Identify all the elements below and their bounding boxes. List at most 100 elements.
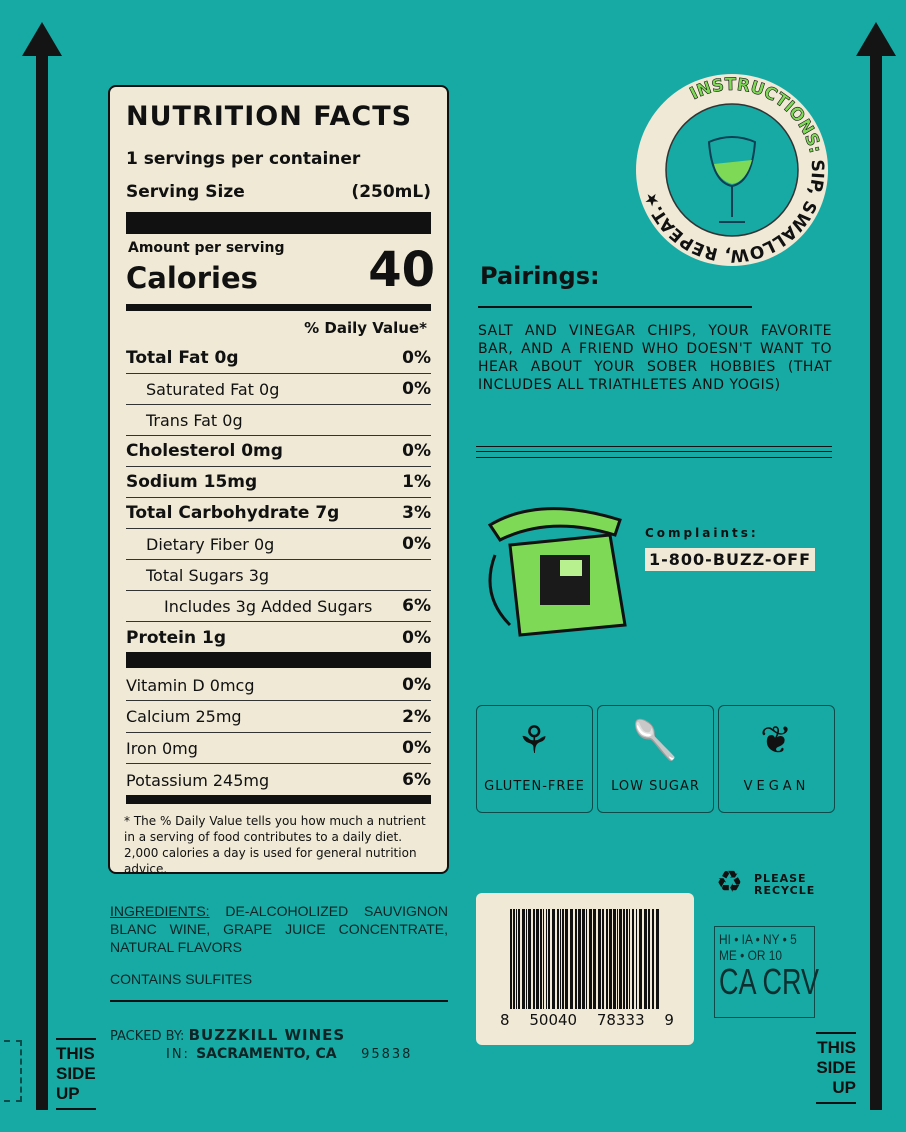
pairings-text: SALT AND VINEGAR CHIPS, YOUR FAVORITE BA…: [478, 323, 832, 393]
recycle-icon: ♻: [716, 865, 743, 900]
barcode-bar: [652, 909, 654, 1009]
amount-label: Amount per serving: [128, 240, 285, 256]
nutrient-dv: 6%: [402, 596, 431, 616]
vitamin-label: Potassium 245mg: [126, 770, 270, 790]
nutrient-label: Sodium 15mg: [126, 472, 258, 492]
dv-header: % Daily Value*: [304, 319, 427, 337]
dashed-bracket: [4, 1040, 22, 1102]
vitamin-dv: 6%: [402, 770, 431, 790]
this-side-up-right: THIS SIDE UP: [816, 1032, 856, 1104]
vitamin-row: Calcium 25mg 2%: [126, 702, 431, 733]
serving-size-label: Serving Size: [126, 182, 245, 202]
barcode-bar: [557, 909, 559, 1009]
packed-by-label: PACKED BY:: [110, 1029, 185, 1044]
vitamin-label: Vitamin D 0mcg: [126, 675, 255, 695]
divider: [126, 652, 431, 668]
nutrient-row: Cholesterol 0mg 0%: [126, 436, 431, 467]
complaints-phone[interactable]: 1-800-BUZZ-OFF: [645, 548, 816, 571]
nutrient-dv: 0%: [402, 441, 431, 461]
barcode-bar: [562, 909, 564, 1009]
vitamin-dv: 0%: [402, 675, 431, 695]
barcode-bar: [617, 909, 618, 1009]
nutrient-label: Includes 3g Added Sugars: [164, 596, 373, 616]
nutrient-row: Total Carbohydrate 7g 3%: [126, 498, 431, 529]
up-arrow-icon: [856, 22, 896, 56]
barcode-bar: [602, 909, 604, 1009]
wheat-icon: ⚘: [516, 718, 553, 762]
badge-label: LOW SUGAR: [611, 779, 700, 794]
barcode-bar: [623, 909, 625, 1009]
divider: [126, 304, 431, 311]
vitamin-row: Iron 0mg 0%: [126, 733, 431, 764]
vitamin-dv: 2%: [402, 706, 431, 727]
barcode-bar: [613, 909, 616, 1009]
left-arrow-rail: [36, 50, 48, 1110]
barcode-bar: [516, 909, 517, 1009]
nutrient-dv: 1%: [402, 472, 431, 492]
packed-zip: 95838: [361, 1047, 413, 1062]
badge-low-sugar: 🥄 LOW SUGAR: [597, 705, 714, 813]
barcode-bar: [619, 909, 622, 1009]
barcode-bar: [586, 909, 587, 1009]
barcode: 8 50040 78333 9: [476, 893, 694, 1045]
nutrient-dv: 3%: [402, 503, 431, 523]
packed-by-value: BUZZKILL WINES: [188, 1026, 346, 1044]
barcode-bar: [546, 909, 547, 1009]
nutrient-dv: 0%: [402, 627, 431, 648]
barcode-bar: [510, 909, 512, 1009]
divider: [126, 795, 431, 804]
barcode-bar: [540, 909, 542, 1009]
ingredients-rule: [110, 1000, 448, 1002]
barcode-bar: [632, 909, 634, 1009]
leaf-icon: ❦: [760, 718, 793, 762]
barcode-bar: [639, 909, 642, 1009]
barcode-digit: 50040: [529, 1011, 578, 1029]
vitamin-row: Potassium 245mg 6%: [126, 765, 431, 796]
nutrient-row: Sodium 15mg 1%: [126, 467, 431, 498]
barcode-bar: [565, 909, 568, 1009]
barcode-bar: [598, 909, 601, 1009]
nutrient-label: Trans Fat 0g: [146, 410, 243, 430]
servings: 1 servings per container: [126, 149, 361, 169]
nutrient-row: Protein 1g 0%: [126, 622, 431, 653]
packed-city: SACRAMENTO, CA: [196, 1046, 337, 1062]
barcode-bar: [526, 909, 527, 1009]
barcode-bar: [560, 909, 561, 1009]
vitamin-dv: 0%: [402, 738, 431, 758]
badge-vegan: ❦ VEGAN: [718, 705, 835, 813]
barcode-bar: [522, 909, 525, 1009]
footnote: * The % Daily Value tells you how much a…: [124, 814, 426, 876]
barcode-bar: [513, 909, 515, 1009]
nutrient-row: Dietary Fiber 0g 0%: [126, 529, 431, 560]
crv-line1: HI • IA • NY • 5: [719, 931, 797, 947]
barcode-bar: [582, 909, 585, 1009]
barcode-bar: [629, 909, 630, 1009]
barcode-digit: 9: [664, 1011, 674, 1029]
nutrient-row: Total Sugars 3g: [126, 560, 431, 591]
barcode-bar: [636, 909, 637, 1009]
nutrient-label: Dietary Fiber 0g: [146, 534, 275, 554]
nutrient-row: Includes 3g Added Sugars 6%: [126, 591, 431, 622]
badge-gluten-free: ⚘ GLUTEN-FREE: [476, 705, 593, 813]
nutrient-dv: 0%: [402, 379, 431, 399]
barcode-bar: [589, 909, 592, 1009]
crv-box: HI • IA • NY • 5 ME • OR 10 CA CRV: [714, 926, 819, 1018]
sugar-spoon-icon: 🥄: [631, 718, 680, 762]
nutrient-row: Total Fat 0g 0%: [126, 343, 431, 374]
barcode-bar: [626, 909, 628, 1009]
right-arrow-rail: [870, 50, 882, 1110]
barcode-bar: [644, 909, 647, 1009]
crv-line2: ME • OR 10: [719, 947, 783, 963]
ingredients-label: INGREDIENTS:: [110, 903, 210, 919]
barcode-bar: [543, 909, 544, 1009]
nutrient-label: Saturated Fat 0g: [146, 379, 280, 399]
nutrition-facts-panel: NUTRITION FACTS 1 servings per container…: [108, 85, 449, 876]
badge-label: GLUTEN-FREE: [484, 779, 585, 794]
barcode-bar: [570, 909, 573, 1009]
complaints-label: Complaints:: [645, 526, 759, 540]
contains-sulfites: CONTAINS SULFITES: [110, 971, 253, 987]
recycle-text: PLEASE RECYCLE: [754, 872, 816, 897]
nutrient-row: Trans Fat 0g: [126, 405, 431, 436]
nutrient-dv: 0%: [402, 534, 431, 554]
serving-size: (250mL): [351, 182, 431, 202]
